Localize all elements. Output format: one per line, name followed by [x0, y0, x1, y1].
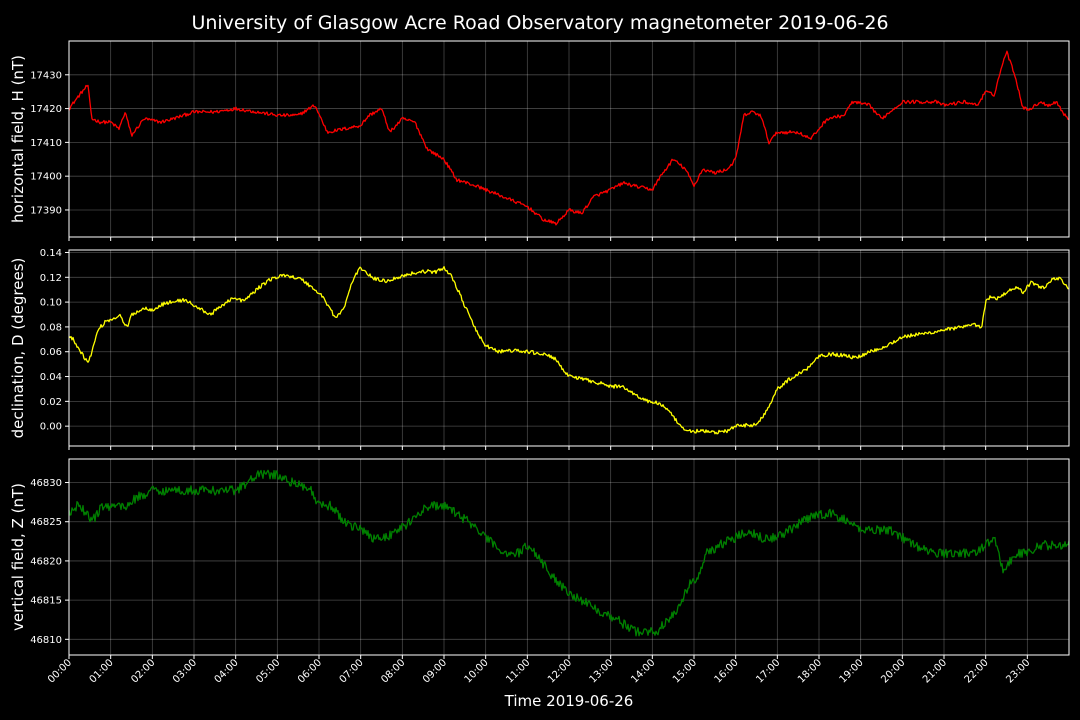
y-tick-label: 17420: [30, 104, 62, 115]
y-tick-label: 0.10: [40, 298, 62, 309]
y-tick-label: 17400: [30, 172, 62, 183]
y-tick-label: 0.12: [40, 273, 62, 284]
y-tick-label: 46815: [30, 596, 62, 607]
y-tick-label: 46820: [30, 556, 62, 567]
y-tick-label: 0.00: [40, 422, 62, 433]
y-tick-label: 17410: [30, 138, 62, 149]
y-axis-label: vertical field, Z (nT): [9, 483, 27, 631]
panel-frame: [68, 249, 1070, 447]
y-tick-label: 0.06: [40, 347, 62, 358]
panel-frame: [68, 40, 1070, 238]
y-tick-label: 46830: [30, 478, 62, 489]
y-axis-label: declination, D (degrees): [9, 258, 27, 439]
y-axis-label: horizontal field, H (nT): [9, 55, 27, 223]
series-line-1: [68, 50, 1070, 226]
y-tick-label: 46810: [30, 635, 62, 646]
panel-2: 0.00 0.02 0.04 0.06 0.08 0.10 0.12 0.14 declinat…: [9, 248, 1070, 450]
y-tick-label: 46825: [30, 517, 62, 528]
y-tick-label: 17430: [30, 70, 62, 81]
panel-frame: [68, 458, 1070, 656]
y-tick-label: 0.14: [40, 248, 62, 259]
chart-title: University of Glasgow Acre Road Observat…: [191, 12, 888, 34]
x-axis-label: Time 2019-06-26: [504, 692, 634, 710]
series-line-2: [68, 265, 1070, 435]
y-tick-label: 0.02: [40, 397, 62, 408]
series-line-3: [68, 469, 1070, 637]
y-tick-label: 17390: [30, 205, 62, 216]
y-tick-label: 0.04: [40, 372, 62, 383]
y-tick-label: 0.08: [40, 322, 62, 333]
